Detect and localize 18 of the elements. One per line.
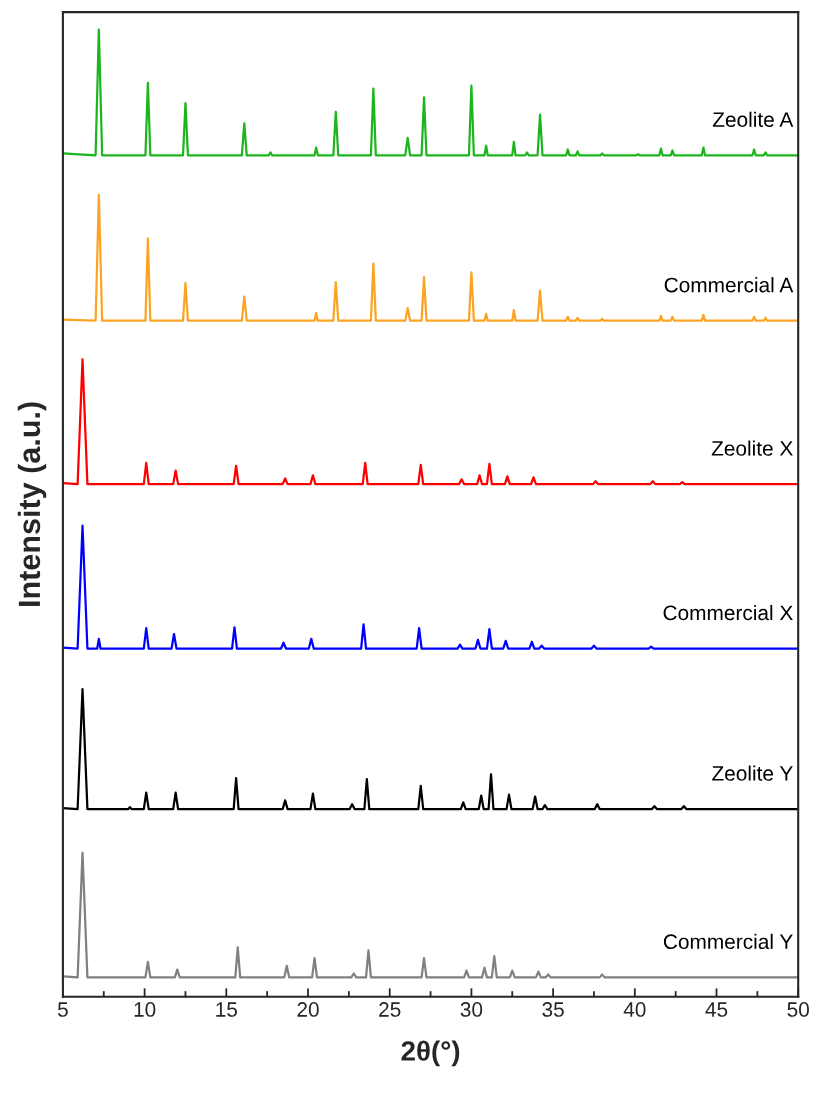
x-tick-label: 20 bbox=[297, 1002, 319, 1017]
x-tick-label: 15 bbox=[216, 1002, 238, 1017]
x-tick-label: 5 bbox=[57, 1002, 68, 1017]
x-axis-title: 2θ(°) bbox=[401, 1040, 460, 1067]
x-tick-label: 10 bbox=[134, 1002, 156, 1017]
series-label: Commercial A bbox=[664, 277, 794, 293]
x-tick-label: 25 bbox=[379, 1002, 401, 1017]
x-tick-label: 50 bbox=[787, 1002, 809, 1017]
x-tick-label: 30 bbox=[460, 1002, 483, 1017]
series-label: Commercial Y bbox=[663, 933, 793, 950]
series-label: Commercial X bbox=[663, 604, 793, 621]
series-label: Zeolite Y bbox=[712, 765, 793, 781]
x-tick-label: 40 bbox=[623, 1002, 646, 1017]
x-tick-label: 35 bbox=[542, 1002, 564, 1017]
series-label: Zeolite X bbox=[711, 440, 793, 456]
series-label: Zeolite A bbox=[712, 111, 794, 127]
y-axis-title: Intensity (a.u.) bbox=[17, 402, 47, 606]
x-tick-label: 45 bbox=[705, 1002, 728, 1017]
